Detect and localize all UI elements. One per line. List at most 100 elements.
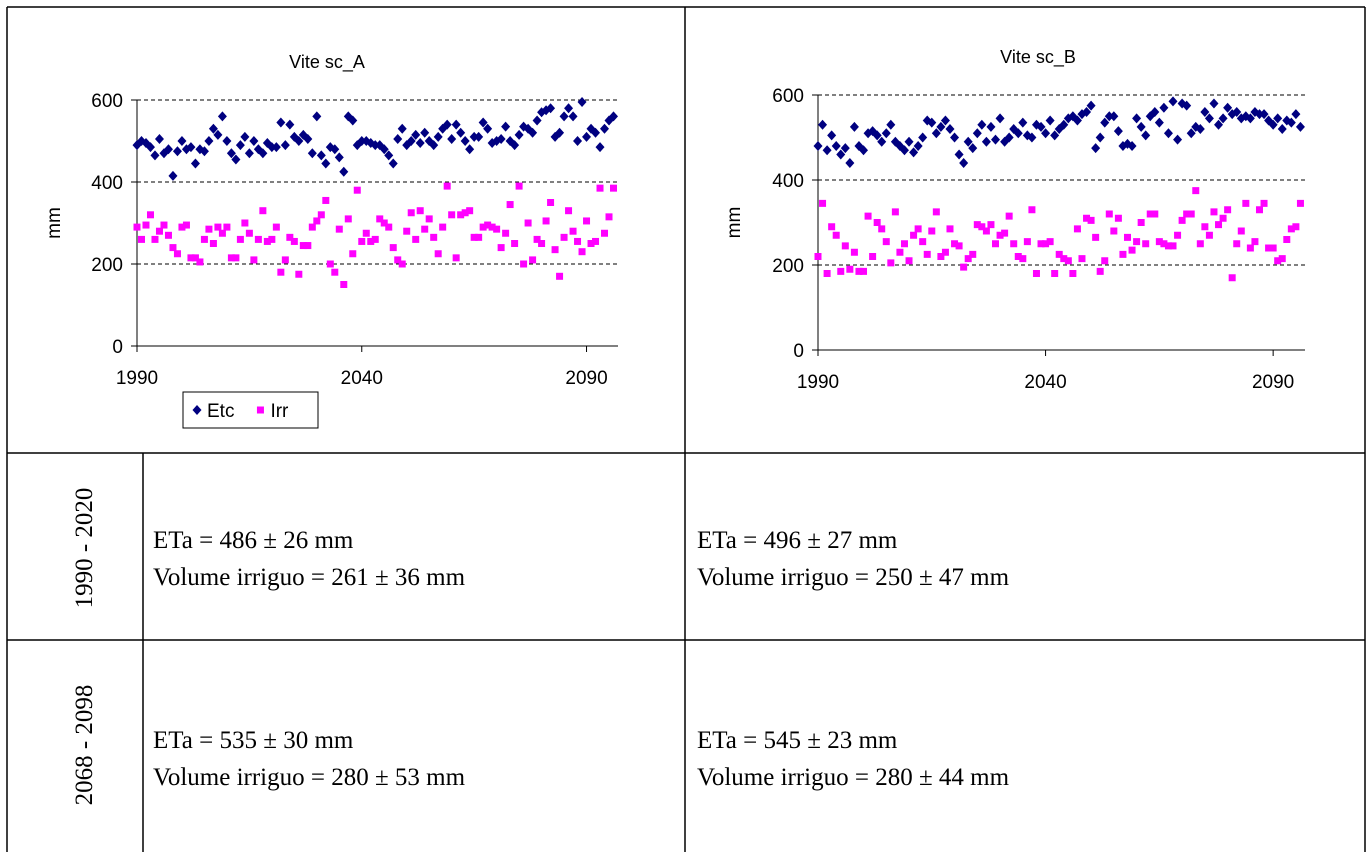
point (213, 129, 223, 140)
point (1286, 117, 1296, 128)
point (927, 117, 937, 128)
x-tick-label: 2090 (1252, 372, 1294, 393)
point (587, 240, 595, 247)
point (474, 131, 484, 142)
point (532, 115, 542, 126)
point (1014, 253, 1022, 260)
y-tick-label: 200 (772, 256, 804, 277)
point (1127, 141, 1137, 151)
point (420, 127, 430, 138)
point (1245, 113, 1255, 124)
point (447, 133, 457, 144)
point (488, 223, 496, 231)
point (334, 152, 344, 163)
point (1273, 113, 1283, 124)
point (1159, 102, 1169, 113)
x-tick-label: 2040 (1024, 372, 1066, 393)
point (1205, 231, 1213, 239)
point (1042, 240, 1050, 248)
point (950, 132, 960, 143)
point (421, 225, 429, 233)
point (223, 223, 231, 231)
point (859, 145, 869, 156)
point (250, 256, 258, 264)
point (218, 229, 226, 237)
point (1083, 214, 1091, 222)
point (236, 235, 244, 243)
x-tick-label: 1990 (797, 372, 839, 393)
point (133, 223, 141, 231)
point (1251, 238, 1259, 246)
point (294, 136, 304, 146)
point (1001, 229, 1009, 237)
point (263, 237, 271, 245)
point (951, 240, 959, 248)
point (208, 123, 218, 134)
point (882, 238, 890, 246)
point (551, 246, 559, 254)
point (411, 129, 421, 140)
point (828, 223, 836, 231)
y-tick-label: 0 (793, 341, 804, 362)
point (164, 231, 172, 239)
point (873, 219, 881, 226)
point (142, 221, 150, 229)
point (258, 148, 268, 159)
point (596, 184, 604, 192)
point (555, 127, 565, 138)
point (1010, 240, 1018, 248)
point (1078, 255, 1086, 263)
point (295, 270, 303, 278)
point (973, 221, 981, 229)
point (448, 211, 456, 219)
point (452, 254, 460, 262)
point (813, 141, 823, 151)
point (940, 115, 950, 126)
point (313, 217, 321, 225)
point (1104, 111, 1114, 122)
point (578, 248, 586, 256)
point (434, 250, 442, 258)
point (173, 250, 181, 258)
point (150, 150, 160, 161)
point (1224, 206, 1232, 214)
point (349, 250, 357, 258)
cell-text: Volume irriguo = 280 ± 44 mm (697, 764, 1010, 791)
point (969, 250, 977, 258)
point (954, 149, 964, 160)
point (186, 142, 196, 153)
point (146, 211, 154, 219)
point (322, 196, 330, 204)
point (533, 235, 541, 243)
point (1087, 216, 1095, 224)
point (276, 117, 286, 128)
point (286, 233, 294, 241)
point (303, 133, 313, 144)
point (460, 136, 470, 146)
chart: Vite sc_Bmm 0 200 400 600 1990 2040 2090 (724, 47, 1305, 393)
point (582, 131, 592, 142)
point (204, 136, 214, 146)
point (827, 130, 837, 141)
point (362, 229, 370, 237)
point (1223, 102, 1233, 113)
point (583, 217, 591, 225)
legend-marker (192, 405, 202, 415)
point (316, 150, 326, 161)
point (837, 267, 845, 275)
point (977, 119, 987, 130)
point (982, 227, 990, 235)
point (308, 223, 316, 231)
period-label: 2068 - 2098 (71, 685, 98, 806)
point (200, 235, 208, 243)
point (923, 250, 931, 258)
point (280, 140, 290, 151)
point (1027, 132, 1037, 143)
point (1005, 212, 1013, 220)
point (905, 257, 913, 265)
point (1072, 115, 1082, 126)
point (1283, 236, 1291, 243)
point (1050, 130, 1060, 141)
point (1204, 113, 1214, 124)
point (1200, 107, 1210, 117)
